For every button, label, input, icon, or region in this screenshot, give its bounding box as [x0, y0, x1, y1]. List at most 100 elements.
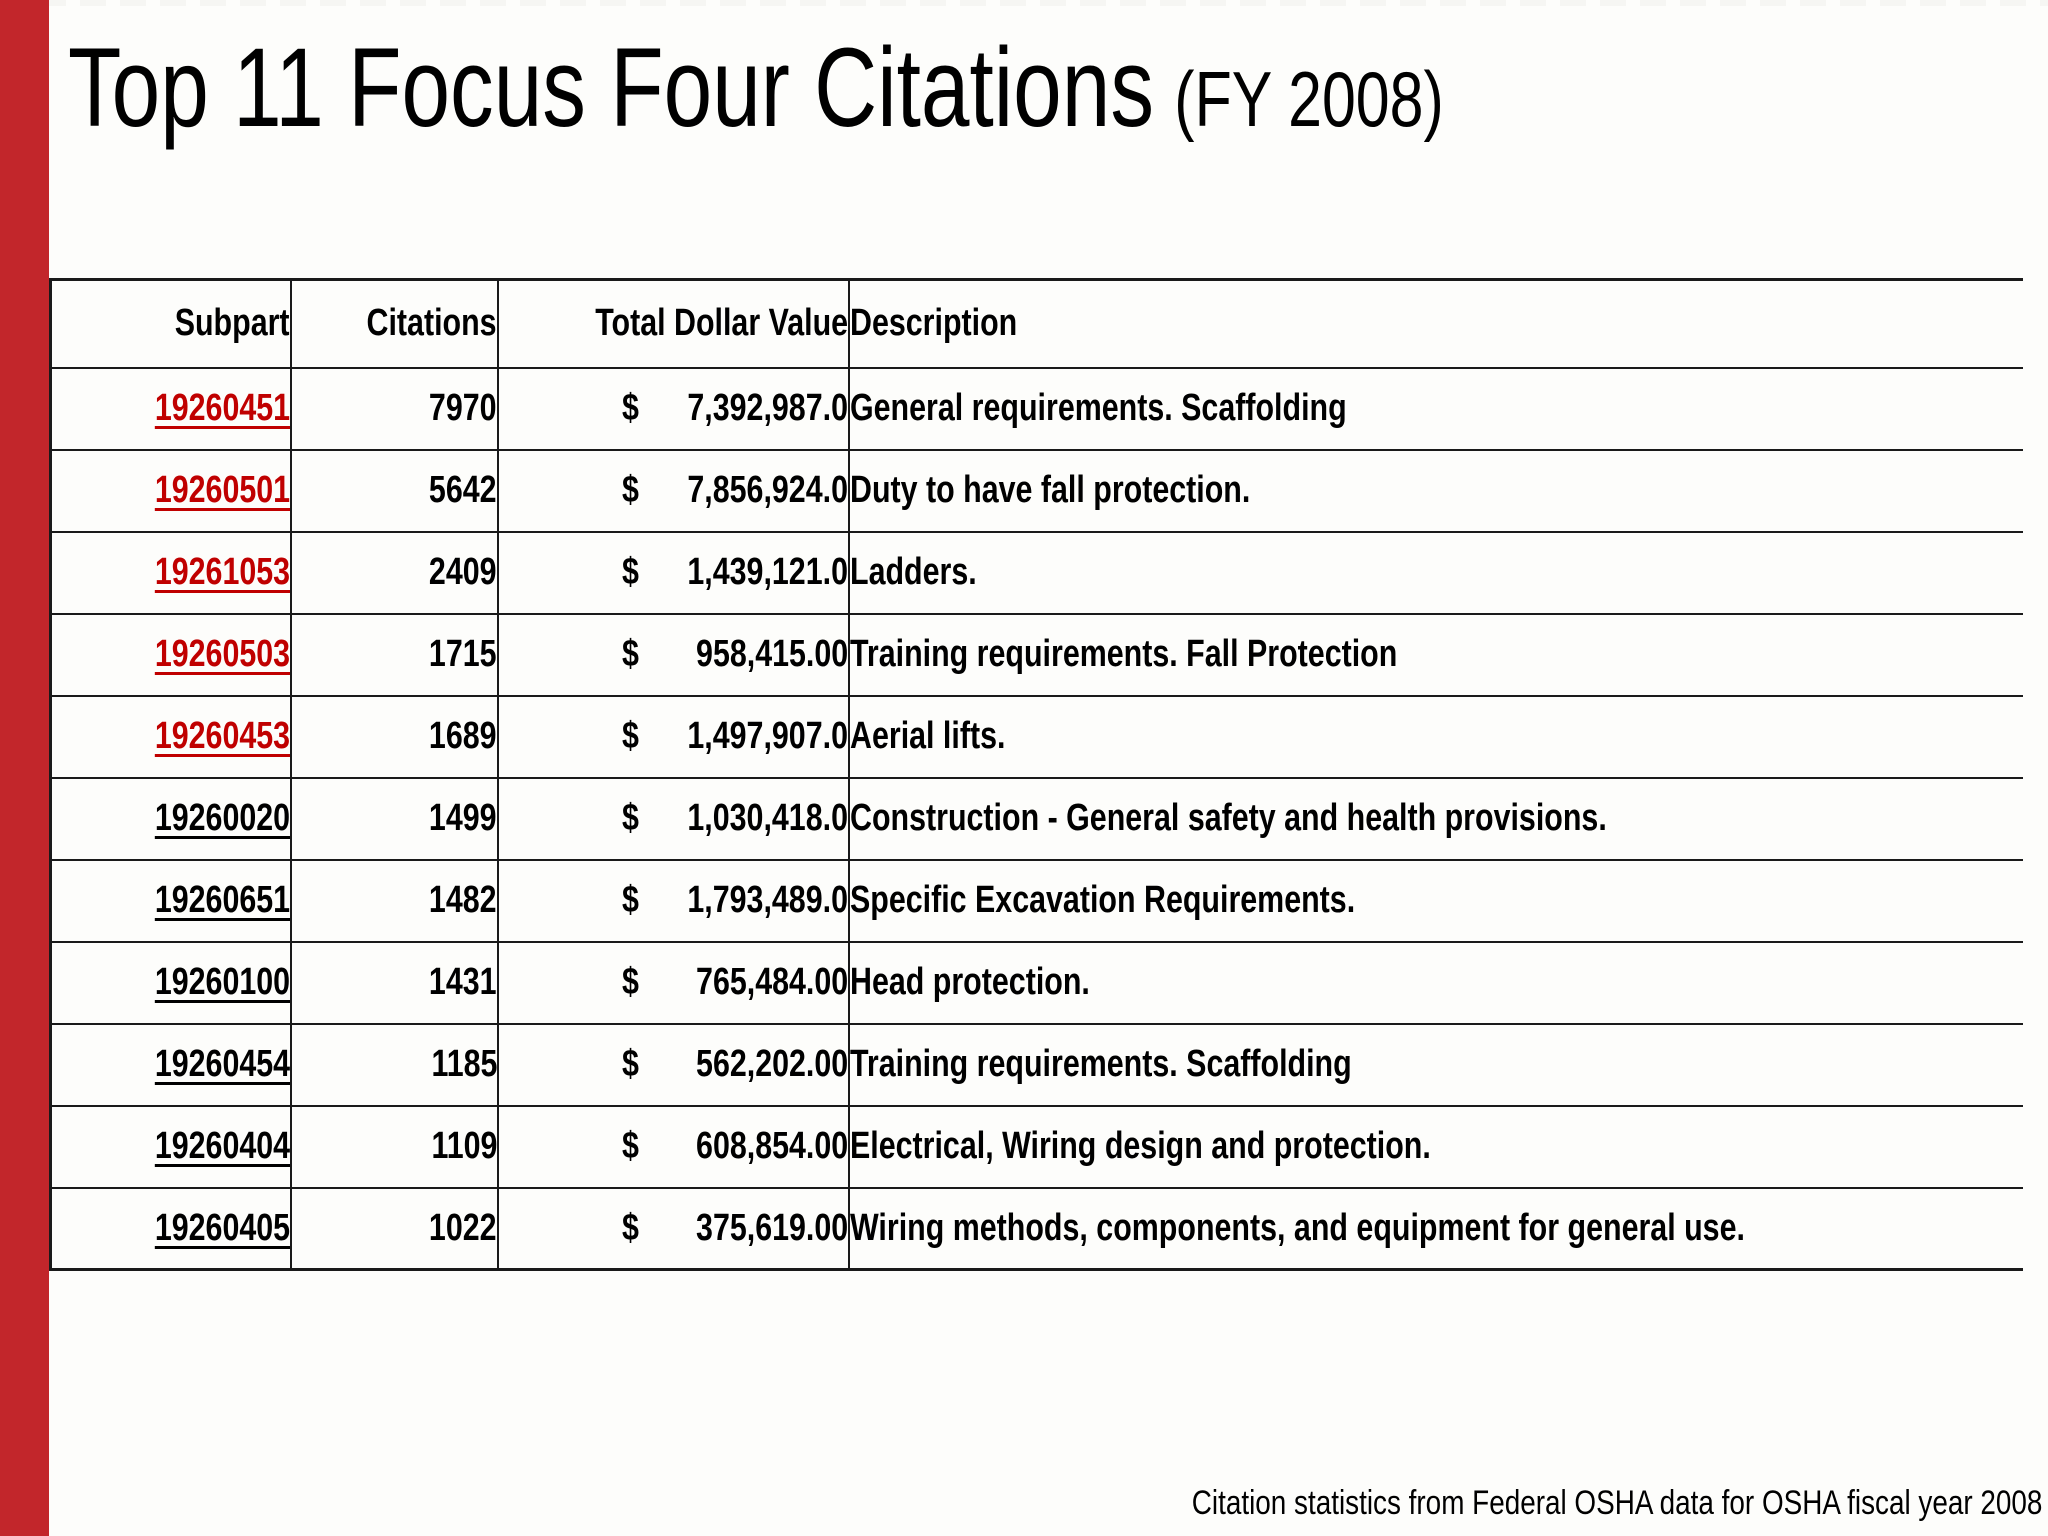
currency-symbol: $ [622, 879, 639, 921]
dollar-amount: 7,856,924.00 [687, 469, 849, 511]
table-row: 19261053 2409 $ 1,439,121.00 Ladders. [49, 530, 2023, 615]
description-cell: Specific Excavation Requirements. [848, 858, 2023, 943]
subpart-cell: 19260501 [49, 448, 292, 533]
page-title: Top 11 Focus Four Citations (FY 2008) [68, 24, 1832, 153]
citations-cell: 1715 [290, 612, 499, 697]
currency-symbol: $ [622, 633, 639, 675]
slide-top-edge [0, 0, 2048, 6]
table-row: 19260405 1022 $ 375,619.00 Wiring method… [49, 1186, 2023, 1271]
subpart-link[interactable]: 19260404 [154, 1125, 290, 1167]
citations-cell: 1109 [290, 1104, 499, 1189]
citations-cell: 1482 [290, 858, 499, 943]
dollar-amount: 562,202.00 [695, 1043, 848, 1085]
table-header-row: Subpart Citations Total Dollar Value Des… [49, 278, 2023, 369]
table-row: 19260020 1499 $ 1,030,418.00 Constructio… [49, 776, 2023, 861]
citations-cell: 1185 [290, 1022, 499, 1107]
dollar-amount: 1,439,121.00 [687, 551, 849, 593]
subpart-cell: 19261053 [49, 530, 292, 615]
subpart-cell: 19260404 [49, 1104, 292, 1189]
table-row: 19260100 1431 $ 765,484.00 Head protecti… [49, 940, 2023, 1025]
left-accent-bar [0, 0, 49, 1536]
description-cell: Electrical, Wiring design and protection… [848, 1104, 2023, 1189]
subpart-link[interactable]: 19260100 [154, 961, 290, 1003]
subpart-link[interactable]: 19260453 [154, 715, 290, 757]
subpart-cell: 19260651 [49, 858, 292, 943]
column-header-subpart: Subpart [49, 278, 292, 369]
total-dollar-value-cell: $ 608,854.00 [497, 1104, 850, 1189]
total-dollar-value-cell: $ 375,619.00 [497, 1186, 850, 1271]
description-cell: Head protection. [848, 940, 2023, 1025]
subpart-link[interactable]: 19260405 [154, 1206, 290, 1249]
total-dollar-value-cell: $ 1,439,121.00 [497, 530, 850, 615]
dollar-amount: 1,497,907.00 [687, 715, 849, 757]
table-row: 19260651 1482 $ 1,793,489.00 Specific Ex… [49, 858, 2023, 943]
footer-note: Citation statistics from Federal OSHA da… [1191, 1484, 2042, 1522]
description-cell: Training requirements. Fall Protection [848, 612, 2023, 697]
citations-cell: 1499 [290, 776, 499, 861]
subpart-link[interactable]: 19261053 [154, 551, 290, 593]
description-cell: Wiring methods, components, and equipmen… [848, 1186, 2023, 1271]
currency-symbol: $ [622, 1043, 639, 1085]
subpart-cell: 19260100 [49, 940, 292, 1025]
subpart-cell: 19260451 [49, 366, 292, 451]
total-dollar-value-cell: $ 958,415.00 [497, 612, 850, 697]
citations-table: Subpart Citations Total Dollar Value Des… [49, 278, 2023, 1271]
currency-symbol: $ [622, 1125, 639, 1167]
table-row: 19260404 1109 $ 608,854.00 Electrical, W… [49, 1104, 2023, 1189]
subpart-cell: 19260453 [49, 694, 292, 779]
table-row: 19260451 7970 $ 7,392,987.00 General req… [49, 366, 2023, 451]
subpart-cell: 19260020 [49, 776, 292, 861]
currency-symbol: $ [622, 1206, 639, 1249]
table-row: 19260503 1715 $ 958,415.00 Training requ… [49, 612, 2023, 697]
total-dollar-value-cell: $ 7,392,987.00 [497, 366, 850, 451]
subpart-cell: 19260454 [49, 1022, 292, 1107]
citations-cell: 1689 [290, 694, 499, 779]
subpart-link[interactable]: 19260503 [154, 633, 290, 675]
total-dollar-value-cell: $ 765,484.00 [497, 940, 850, 1025]
description-cell: General requirements. Scaffolding [848, 366, 2023, 451]
dollar-amount: 608,854.00 [695, 1125, 848, 1167]
subpart-link[interactable]: 19260501 [154, 469, 290, 511]
total-dollar-value-cell: $ 1,793,489.00 [497, 858, 850, 943]
description-cell: Aerial lifts. [848, 694, 2023, 779]
dollar-amount: 765,484.00 [695, 961, 848, 1003]
subpart-cell: 19260503 [49, 612, 292, 697]
subpart-link[interactable]: 19260451 [154, 387, 290, 429]
subpart-link[interactable]: 19260454 [154, 1043, 290, 1085]
description-cell: Training requirements. Scaffolding [848, 1022, 2023, 1107]
currency-symbol: $ [622, 715, 639, 757]
column-header-description: Description [848, 278, 2023, 369]
dollar-amount: 375,619.00 [695, 1206, 848, 1249]
subpart-link[interactable]: 19260020 [154, 797, 290, 839]
total-dollar-value-cell: $ 1,030,418.00 [497, 776, 850, 861]
column-header-total-dollar-value: Total Dollar Value [497, 278, 850, 369]
description-cell: Construction - General safety and health… [848, 776, 2023, 861]
currency-symbol: $ [622, 961, 639, 1003]
currency-symbol: $ [622, 469, 639, 511]
dollar-amount: 1,030,418.00 [687, 797, 849, 839]
table-row: 19260454 1185 $ 562,202.00 Training requ… [49, 1022, 2023, 1107]
citations-cell: 1022 [290, 1186, 499, 1271]
subpart-link[interactable]: 19260651 [154, 879, 290, 921]
currency-symbol: $ [622, 387, 639, 429]
citations-cell: 5642 [290, 448, 499, 533]
description-cell: Ladders. [848, 530, 2023, 615]
table-row: 19260501 5642 $ 7,856,924.00 Duty to hav… [49, 448, 2023, 533]
dollar-amount: 7,392,987.00 [687, 387, 849, 429]
total-dollar-value-cell: $ 7,856,924.00 [497, 448, 850, 533]
citations-cell: 7970 [290, 366, 499, 451]
total-dollar-value-cell: $ 562,202.00 [497, 1022, 850, 1107]
total-dollar-value-cell: $ 1,497,907.00 [497, 694, 850, 779]
currency-symbol: $ [622, 551, 639, 593]
dollar-amount: 958,415.00 [695, 633, 848, 675]
citations-cell: 2409 [290, 530, 499, 615]
page-title-suffix: (FY 2008) [1174, 55, 1444, 143]
description-cell: Duty to have fall protection. [848, 448, 2023, 533]
column-header-citations: Citations [290, 278, 499, 369]
dollar-amount: 1,793,489.00 [687, 879, 849, 921]
citations-cell: 1431 [290, 940, 499, 1025]
table-row: 19260453 1689 $ 1,497,907.00 Aerial lift… [49, 694, 2023, 779]
page-title-text: Top 11 Focus Four Citations [68, 25, 1155, 150]
currency-symbol: $ [622, 797, 639, 839]
